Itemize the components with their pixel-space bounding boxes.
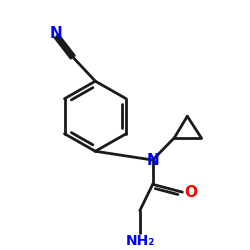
Text: N: N	[50, 26, 62, 41]
Text: N: N	[146, 152, 159, 168]
Text: O: O	[184, 185, 197, 200]
Text: NH₂: NH₂	[126, 234, 156, 248]
